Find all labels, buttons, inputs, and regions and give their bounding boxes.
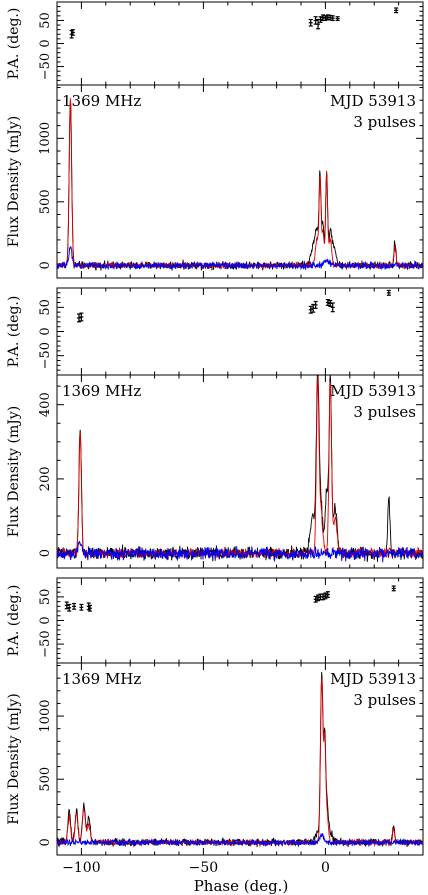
pa-point	[394, 7, 399, 14]
pa-point	[64, 601, 69, 610]
frequency-label: 1369 MHz	[62, 382, 141, 400]
x-axis-title: Phase (deg.)	[194, 877, 289, 895]
circular-polarization-trace	[56, 832, 424, 848]
flux-panel-frame	[56, 84, 424, 279]
y-tick-label: 0	[38, 39, 53, 47]
y-tick-label: 50	[38, 299, 53, 316]
pa-point	[308, 305, 313, 314]
x-tick-label: −100	[62, 860, 100, 876]
y-tick-label: −50	[38, 53, 53, 80]
pa-point	[325, 299, 330, 306]
y-tick-label: 200	[38, 467, 53, 492]
pa-point	[313, 16, 318, 25]
x-tick-label: 0	[321, 860, 330, 876]
pa-point	[308, 18, 313, 27]
pa-point	[72, 602, 77, 610]
pa-point	[323, 592, 328, 600]
x-tick-label: −50	[189, 860, 219, 876]
frequency-label: 1369 MHz	[62, 92, 141, 110]
pa-point	[320, 593, 325, 601]
y-tick-label: 50	[38, 12, 53, 29]
flux-panel-frame	[56, 374, 424, 569]
y-tick-label: −50	[38, 630, 53, 657]
circular-polarization-trace	[56, 540, 424, 563]
pa-panel-frame	[56, 577, 424, 664]
y-tick-label: 0	[38, 261, 53, 269]
y-tick-label: 0	[38, 549, 53, 557]
pa-point	[87, 604, 92, 612]
mjd-label: MJD 53913	[330, 92, 416, 110]
flux-axis-title: Flux Density (mJy)	[6, 116, 22, 247]
pa-point	[313, 595, 318, 603]
pa-point	[79, 603, 84, 611]
pa-panel-frame	[56, 1, 424, 86]
pa-point	[330, 302, 335, 313]
y-tick-label: 1000	[38, 700, 53, 733]
pa-point	[318, 16, 323, 23]
pa-point	[330, 15, 335, 22]
pa-axis-title: P.A. (deg.)	[6, 585, 22, 657]
pa-point	[391, 585, 396, 592]
y-tick-label: 50	[38, 589, 53, 606]
y-tick-label: −50	[38, 342, 53, 369]
pa-axis-title: P.A. (deg.)	[6, 296, 22, 368]
pa-point	[79, 312, 84, 322]
y-tick-label: 0	[38, 327, 53, 335]
pa-point	[325, 591, 330, 598]
y-tick-label: 500	[38, 189, 53, 214]
pa-point	[70, 29, 75, 36]
flux-axis-title: Flux Density (mJy)	[6, 693, 22, 824]
pa-point	[323, 15, 328, 22]
y-tick-label: 0	[38, 838, 53, 846]
pa-point	[67, 603, 72, 612]
pa-point	[313, 300, 318, 309]
pa-axis-title: P.A. (deg.)	[6, 8, 22, 80]
pa-point	[76, 313, 81, 323]
y-tick-label: 0	[38, 616, 53, 624]
frequency-label: 1369 MHz	[62, 670, 141, 688]
y-tick-label: 500	[38, 767, 53, 792]
pa-point	[386, 289, 391, 296]
flux-panel-frame	[56, 662, 424, 856]
y-tick-label: 1000	[38, 122, 53, 155]
mjd-label: MJD 53913	[330, 382, 416, 400]
pulse-count-label: 3 pulses	[353, 113, 416, 131]
pa-point	[335, 16, 340, 22]
pulse-count-label: 3 pulses	[353, 403, 416, 421]
mjd-label: MJD 53913	[330, 670, 416, 688]
circular-polarization-trace	[56, 246, 424, 272]
flux-axis-title: Flux Density (mJy)	[6, 406, 22, 537]
pulse-count-label: 3 pulses	[353, 691, 416, 709]
pa-point	[316, 594, 321, 602]
y-tick-label: 400	[38, 392, 53, 417]
pa-panel-frame	[56, 287, 424, 376]
